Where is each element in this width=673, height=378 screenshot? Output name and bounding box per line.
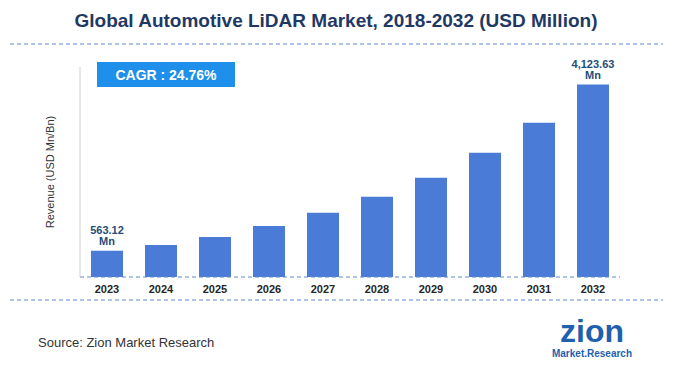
svg-text:Source: Zion Market Research: Source: Zion Market Research	[38, 335, 214, 350]
svg-text:2023: 2023	[95, 283, 119, 295]
svg-text:Revenue (USD Mn/Bn): Revenue (USD Mn/Bn)	[44, 116, 56, 229]
svg-text:2030: 2030	[473, 283, 497, 295]
svg-text:2031: 2031	[527, 283, 551, 295]
svg-text:563.12Mn: 563.12Mn	[90, 224, 124, 247]
svg-text:Global Automotive LiDAR Market: Global Automotive LiDAR Market, 2018-203…	[75, 10, 598, 31]
svg-text:Market.Research: Market.Research	[552, 348, 632, 359]
svg-text:2027: 2027	[311, 283, 335, 295]
svg-text:CAGR : 24.76%: CAGR : 24.76%	[115, 67, 217, 83]
svg-text:2032: 2032	[581, 283, 605, 295]
svg-text:2028: 2028	[365, 283, 389, 295]
svg-text:2025: 2025	[203, 283, 227, 295]
svg-text:2024: 2024	[149, 283, 174, 295]
svg-text:4,123.63Mn: 4,123.63Mn	[572, 58, 615, 81]
svg-text:2029: 2029	[419, 283, 443, 295]
svg-text:zion: zion	[560, 313, 624, 349]
svg-text:2026: 2026	[257, 283, 281, 295]
